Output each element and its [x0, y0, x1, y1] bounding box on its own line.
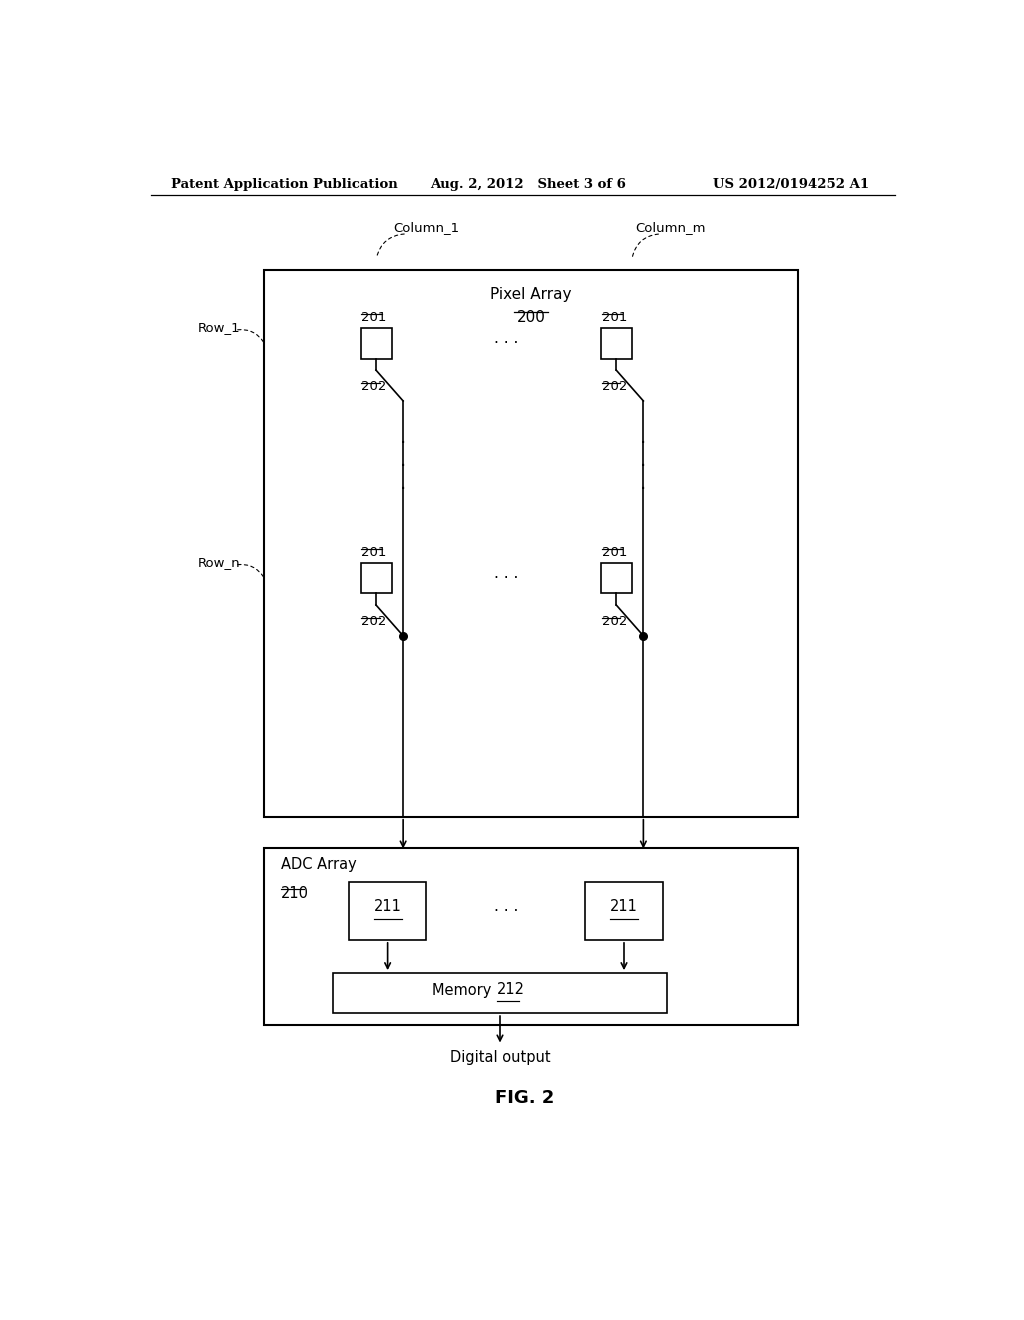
Text: FIG. 2: FIG. 2	[496, 1089, 554, 1106]
Text: ·: ·	[400, 457, 407, 477]
Text: 201: 201	[361, 312, 387, 323]
Text: 201: 201	[361, 545, 387, 558]
Text: ·: ·	[640, 457, 646, 477]
Text: 202: 202	[601, 380, 627, 393]
Bar	[263, 847, 799, 1024]
Text: Digital output: Digital output	[450, 1051, 550, 1065]
Text: · · ·: · · ·	[494, 570, 518, 586]
Text: 211: 211	[374, 899, 401, 913]
Text: Column_1: Column_1	[393, 222, 460, 234]
Bar	[601, 327, 632, 359]
Text: 201: 201	[601, 545, 627, 558]
Text: 211: 211	[610, 899, 638, 913]
Text: ·: ·	[400, 434, 407, 453]
Text: ·: ·	[640, 434, 646, 453]
Text: 200: 200	[516, 310, 546, 325]
Text: US 2012/0194252 A1: US 2012/0194252 A1	[713, 178, 869, 190]
Bar	[601, 562, 632, 594]
Text: Pixel Array: Pixel Array	[490, 286, 571, 302]
Bar	[360, 327, 391, 359]
Bar	[349, 882, 426, 940]
Bar	[586, 882, 663, 940]
Text: 202: 202	[361, 615, 387, 628]
Text: Aug. 2, 2012   Sheet 3 of 6: Aug. 2, 2012 Sheet 3 of 6	[430, 178, 626, 190]
Bar	[334, 973, 667, 1014]
Text: · · ·: · · ·	[494, 904, 518, 919]
Text: Memory: Memory	[432, 982, 496, 998]
Text: 201: 201	[601, 312, 627, 323]
Text: 202: 202	[601, 615, 627, 628]
Text: ADC Array: ADC Array	[281, 857, 356, 871]
Bar	[360, 562, 391, 594]
Text: Row_1: Row_1	[198, 321, 241, 334]
Text: Patent Application Publication: Patent Application Publication	[171, 178, 397, 190]
Text: 210: 210	[281, 886, 308, 902]
Text: Column_m: Column_m	[635, 222, 706, 234]
Text: ·: ·	[400, 480, 407, 499]
Text: ·: ·	[640, 480, 646, 499]
Text: 212: 212	[497, 982, 525, 998]
Bar	[263, 271, 799, 817]
Text: Row_n: Row_n	[198, 556, 241, 569]
Text: 202: 202	[361, 380, 387, 393]
Text: · · ·: · · ·	[494, 335, 518, 351]
